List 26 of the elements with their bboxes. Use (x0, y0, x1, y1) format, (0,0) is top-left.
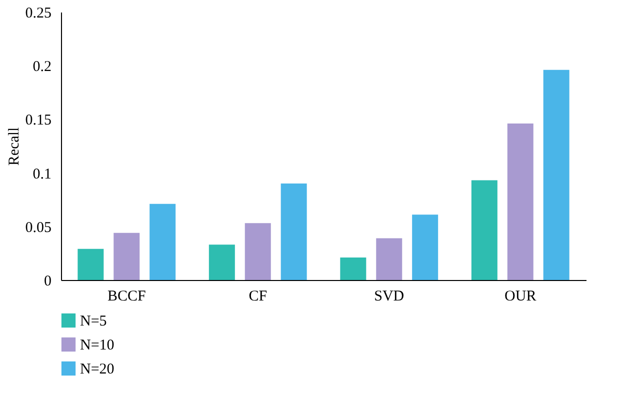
y-tick-label: 0 (44, 274, 52, 290)
y-tick-label: 0.05 (25, 220, 52, 236)
bar (507, 123, 534, 280)
x-tick-label: CF (248, 288, 268, 304)
y-tick-label: 0.1 (32, 166, 52, 182)
bar (376, 238, 402, 280)
bar (340, 257, 366, 280)
x-tick-label: OUR (504, 288, 536, 304)
legend-label: N=20 (80, 362, 114, 378)
bar (412, 214, 438, 280)
y-axis-title: Recall (6, 127, 22, 166)
y-tick-label: 0.2 (32, 59, 52, 76)
bar (150, 204, 176, 280)
legend-label: N=5 (80, 314, 107, 330)
bar (114, 232, 140, 280)
bar (208, 244, 235, 280)
x-tick-label: BCCF (107, 288, 146, 304)
x-tick-label: SVD (374, 288, 404, 304)
y-tick-label: 0.15 (25, 112, 52, 129)
bar (280, 184, 307, 280)
bar (244, 223, 271, 280)
bar (78, 248, 104, 280)
bar (543, 70, 570, 280)
y-tick-label: 0.25 (25, 6, 52, 22)
legend-label: N=10 (80, 338, 114, 354)
bar (471, 180, 498, 280)
